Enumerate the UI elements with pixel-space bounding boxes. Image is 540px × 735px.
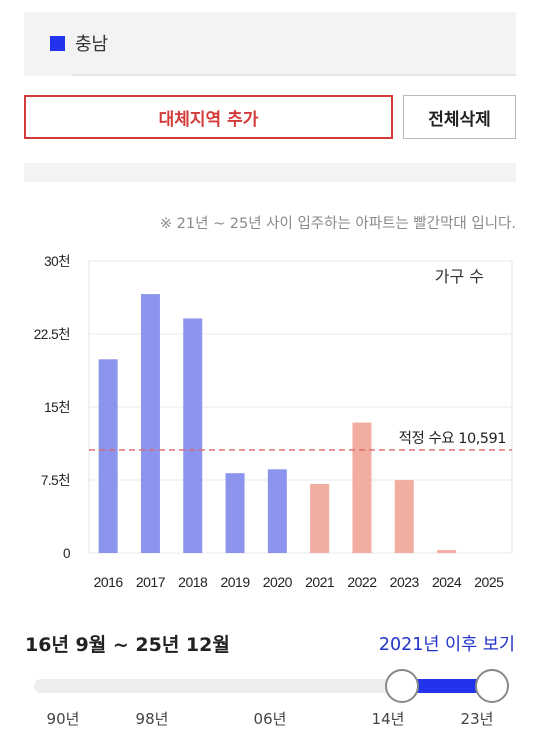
clear-all-button[interactable]: 전체삭제	[403, 95, 516, 139]
series-label: 가구 수	[435, 267, 484, 286]
region-selector: 충남	[24, 12, 516, 76]
slider-label-90: 90년	[46, 710, 80, 728]
slider-label-98: 98년	[135, 710, 169, 728]
x-tick-label: 2025	[474, 574, 504, 590]
region-divider	[72, 74, 516, 76]
slider-label-14: 14년	[371, 710, 405, 728]
range-slider-fill	[402, 679, 492, 693]
y-tick-label: 7.5천	[41, 473, 70, 488]
x-tick-label: 2024	[432, 574, 462, 590]
x-tick-label: 2016	[94, 574, 124, 590]
bar	[225, 473, 245, 553]
bar	[183, 318, 203, 553]
bar	[352, 422, 372, 553]
add-region-button[interactable]: 대체지역 추가	[24, 95, 393, 139]
y-tick-label: 22.5천	[34, 327, 70, 342]
chart-note: ※ 21년 ~ 25년 사이 입주하는 아파트는 빨간막대 입니다.	[159, 216, 516, 232]
bar	[310, 483, 330, 553]
divider-band	[24, 163, 516, 182]
slider-label-23: 23년	[460, 710, 494, 728]
date-range-text: 16년 9월 ~ 25년 12월	[25, 634, 230, 656]
x-tick-label: 2018	[178, 574, 208, 590]
x-tick-label: 2020	[263, 574, 293, 590]
bar	[98, 359, 118, 553]
range-slider-start-handle[interactable]	[385, 669, 419, 703]
x-tick-label: 2019	[220, 574, 250, 590]
range-slider-end-handle[interactable]	[475, 669, 509, 703]
view-after-2021-link[interactable]: 2021년 이후 보기	[378, 635, 515, 655]
x-tick-label: 2021	[305, 574, 335, 590]
x-tick-label: 2022	[347, 574, 377, 590]
bar	[437, 550, 457, 553]
region-name: 충남	[75, 34, 109, 55]
x-tick-label: 2023	[390, 574, 420, 590]
region-color-swatch	[50, 35, 65, 51]
bar-chart: 0 7.5천 15천 22.5천 30천 2016 2017 2018 2019 2020 2021…	[34, 254, 513, 590]
y-tick-label: 15천	[44, 400, 70, 415]
y-tick-label: 30천	[44, 254, 70, 269]
x-tick-label: 2017	[136, 574, 166, 590]
bar	[140, 294, 160, 553]
y-tick-label: 0	[63, 546, 70, 561]
bar	[394, 480, 414, 553]
reference-line-label: 적정 수요 10,591	[399, 430, 506, 447]
bar	[267, 469, 287, 553]
slider-label-06: 06년	[253, 710, 287, 728]
